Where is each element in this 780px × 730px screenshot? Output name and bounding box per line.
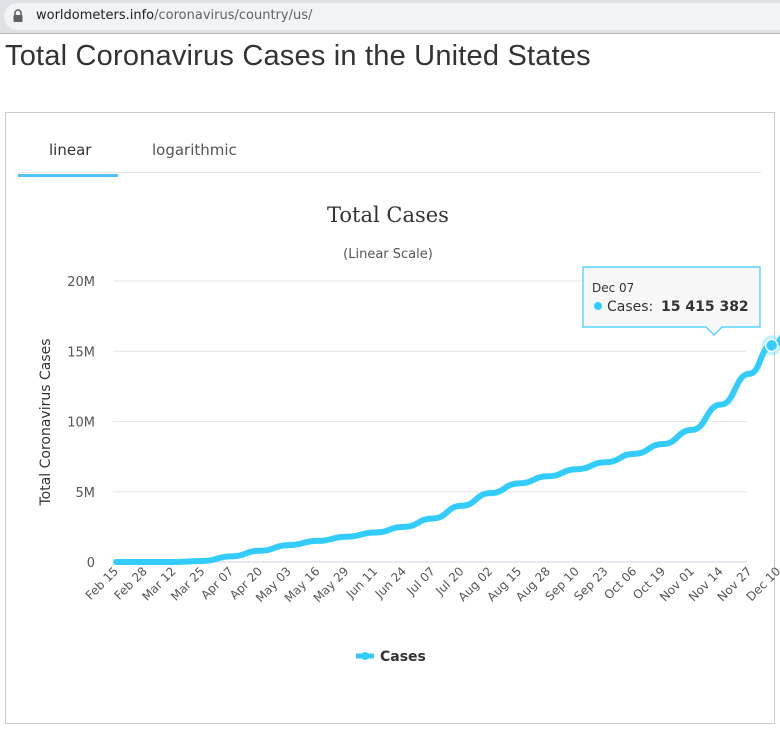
x-tick-label: Jun 24: [372, 564, 409, 601]
active-tab-indicator: [18, 174, 118, 177]
tooltip-label: Cases:: [607, 299, 653, 315]
hover-point: [764, 338, 779, 353]
url-domain: worldometers.info: [36, 8, 155, 23]
tab-linear[interactable]: linear: [49, 141, 92, 159]
chart-subtitle: (Linear Scale): [343, 247, 433, 262]
tooltip-value: 15 415 382: [661, 299, 749, 315]
tab-logarithmic[interactable]: logarithmic: [152, 141, 237, 159]
url-field[interactable]: worldometers.info/coronavirus/country/us…: [4, 3, 780, 30]
legend-marker: [361, 652, 369, 660]
lock-icon: [13, 9, 23, 22]
page-title: Total Coronavirus Cases in the United St…: [5, 40, 591, 72]
browser-address-bar: worldometers.info/coronavirus/country/us…: [0, 0, 780, 34]
y-tick-label: 20M: [67, 275, 95, 290]
y-tick-label: 0: [87, 556, 95, 571]
y-axis-title: Total Coronavirus Cases: [38, 338, 54, 506]
chart-title: Total Cases: [327, 203, 449, 227]
scale-tabs: linear logarithmic: [18, 113, 761, 177]
cases-line: [113, 334, 780, 565]
tooltip-marker: [594, 302, 602, 310]
y-tick-label: 5M: [76, 486, 96, 501]
tooltip-date: Dec 07: [592, 281, 634, 295]
x-tick-label: Jun 11: [343, 564, 380, 601]
url-text: worldometers.info/coronavirus/country/us…: [36, 8, 312, 23]
y-tick-label: 10M: [67, 416, 95, 431]
chart-panel: linear logarithmic: [5, 112, 775, 724]
x-tick-label: Jul 07: [404, 564, 438, 598]
url-path: /coronavirus/country/us/: [154, 8, 313, 23]
legend-item-cases: Cases: [380, 649, 426, 665]
tooltip-box: [582, 266, 761, 336]
y-tick-label: 15M: [67, 345, 95, 360]
